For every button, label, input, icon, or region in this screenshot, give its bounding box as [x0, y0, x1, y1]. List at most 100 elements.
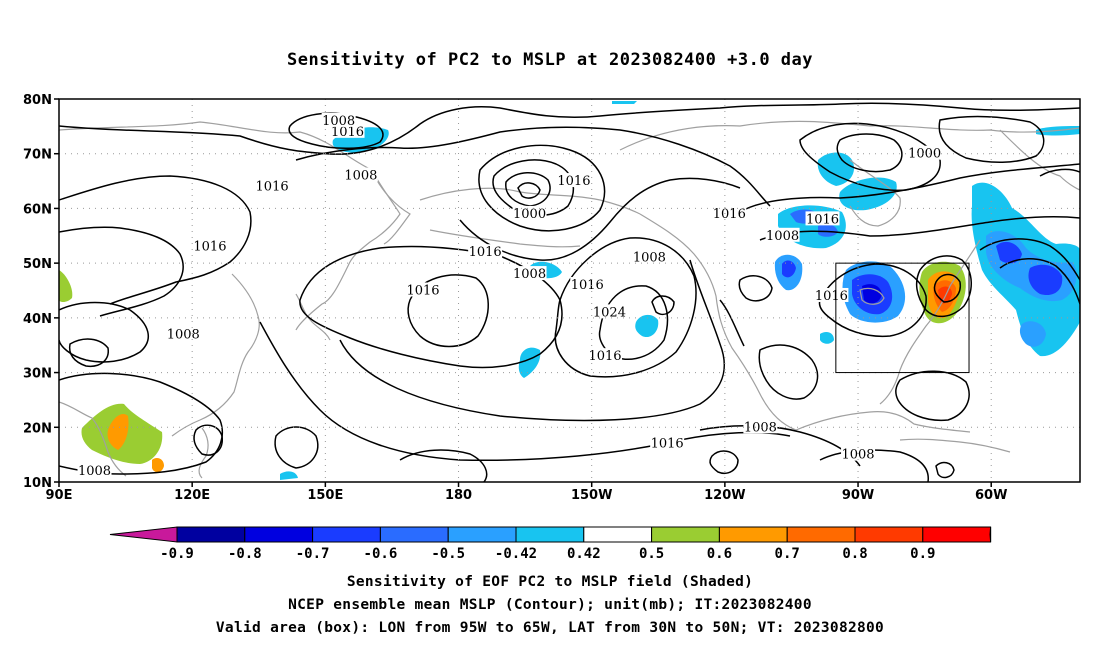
caption-contour: NCEP ensemble mean MSLP (Contour); unit(…	[288, 597, 812, 613]
coastline-greenland	[999, 129, 1080, 191]
shade-blob	[818, 224, 838, 237]
coastline-great-lakes	[859, 287, 885, 305]
contour-label-bg	[77, 463, 112, 478]
contour-line	[59, 102, 1080, 155]
contour-label-bg	[712, 205, 747, 220]
contour-line	[836, 133, 903, 173]
coastline-east-america	[879, 239, 981, 405]
lon-label: 120W	[704, 488, 745, 503]
contour-label: 1016	[806, 212, 839, 227]
contour-label-bg	[765, 227, 800, 242]
contour-line	[274, 426, 319, 469]
contour-label-bg	[321, 112, 356, 127]
coastline-caribbean	[899, 438, 1011, 453]
contour-label: 1008	[841, 448, 874, 463]
colorbar-swatch	[176, 526, 246, 543]
colorbar-label: -0.6	[364, 546, 398, 562]
contour-label-bg	[592, 304, 627, 319]
contour-line	[295, 126, 771, 207]
contour-label: 1016	[815, 289, 848, 304]
shade-blob	[635, 314, 659, 338]
contour-line	[935, 461, 955, 479]
colorbar-label: -0.42	[495, 546, 537, 562]
shade-blob	[612, 101, 637, 104]
colorbar-swatch	[312, 526, 381, 543]
contour-label: 1016	[651, 437, 684, 452]
contour-label: 1008	[78, 464, 111, 479]
contour-line	[478, 144, 606, 232]
caption-shaded: Sensitivity of EOF PC2 to MSLP field (Sh…	[346, 574, 754, 590]
contour-label-bg	[512, 266, 547, 281]
contour-label-bg	[588, 348, 623, 363]
contour-line	[517, 182, 541, 199]
lon-label: 90E	[46, 488, 73, 503]
colorbar-label: 0.7	[775, 546, 800, 562]
shade-blob	[280, 471, 298, 480]
lat-label: 70N	[23, 148, 52, 163]
colorbar-high-end	[989, 526, 992, 543]
contour-label: 1008	[167, 327, 200, 342]
caption-valid-area: Valid area (box): LON from 95W to 65W, L…	[215, 620, 885, 636]
contour-line	[818, 263, 927, 338]
contour-line	[68, 338, 109, 368]
colorbar-swatch	[922, 526, 992, 543]
lat-label: 80N	[23, 93, 52, 108]
coastline-alaska	[419, 187, 641, 215]
contour-line	[799, 122, 941, 192]
contour-label-bg	[192, 238, 227, 253]
shade-blob	[782, 260, 796, 278]
contour-line	[505, 172, 551, 207]
contour-line	[999, 258, 1080, 305]
shade-blob	[817, 152, 855, 186]
colorbar-low-end	[109, 526, 178, 543]
colorbar-swatch	[379, 526, 449, 543]
coastline-korea-china	[171, 273, 260, 437]
contour-label-bg	[632, 249, 667, 264]
contour-label: 1016	[713, 207, 746, 222]
contour-line	[933, 273, 962, 303]
contour-line	[339, 259, 725, 422]
contour-label: 1016	[256, 180, 289, 195]
valid-area-box	[835, 262, 970, 374]
coastline-hudson	[849, 159, 901, 227]
contour-label: 1016	[557, 174, 590, 189]
colorbar-swatch	[854, 526, 924, 543]
contour-label: 1008	[633, 251, 666, 266]
colorbar-label: -0.5	[431, 546, 465, 562]
coastline-arctic-america	[619, 120, 1080, 151]
contour-label-bg	[556, 173, 591, 188]
contour-line	[699, 424, 861, 467]
contour-label: 1008	[344, 169, 377, 184]
shade-blob	[152, 458, 164, 473]
contour-label-bg	[650, 435, 685, 450]
contour-line	[59, 175, 252, 305]
colorbar-swatch	[244, 526, 314, 543]
contour-line	[979, 238, 1080, 281]
contour-line	[259, 321, 791, 462]
contour-label-bg	[805, 211, 840, 226]
lat-label: 30N	[23, 367, 52, 382]
contour-line	[193, 424, 223, 456]
contour-line	[399, 449, 488, 482]
contour-line	[651, 295, 675, 316]
contour-label-bg	[166, 326, 201, 341]
contour-line	[758, 344, 819, 400]
coastline-sea	[59, 401, 127, 477]
contour-line	[739, 163, 1080, 213]
contour-label: 1016	[193, 240, 226, 255]
colorbar-swatch	[447, 526, 517, 543]
contour-line	[819, 449, 929, 482]
lat-label: 10N	[23, 476, 52, 491]
contour-label-bg	[512, 205, 547, 220]
contour-label: 1008	[744, 420, 777, 435]
contour-label-bg	[814, 287, 849, 302]
contour-label: 1016	[571, 278, 604, 293]
lon-label: 180	[445, 488, 472, 503]
shade-blob	[996, 241, 1022, 264]
contour-line	[492, 159, 575, 216]
lat-label: 40N	[23, 312, 52, 327]
contour-line	[915, 255, 972, 318]
contour-label-bg	[343, 167, 378, 182]
lon-label: 90W	[842, 488, 874, 503]
